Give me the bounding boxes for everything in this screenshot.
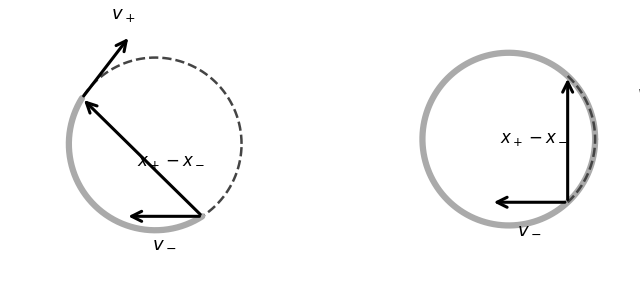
Text: $v_-$: $v_-$ — [152, 233, 176, 251]
Text: $x_+ - x_-$: $x_+ - x_-$ — [500, 130, 568, 148]
Text: $x_+ - x_-$: $x_+ - x_-$ — [137, 153, 205, 171]
Text: $v_-$: $v_-$ — [517, 219, 541, 237]
Text: $v_+$: $v_+$ — [111, 6, 135, 24]
Text: $v_+$: $v_+$ — [637, 86, 640, 104]
